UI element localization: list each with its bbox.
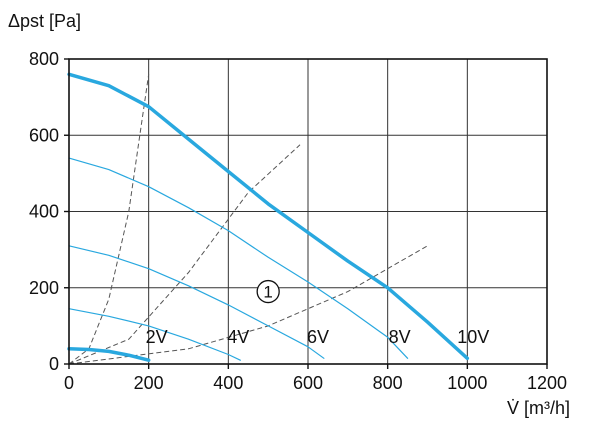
- x-axis-title: V̇ [m³/h]: [507, 398, 570, 418]
- fan-curve-10V: [67, 72, 470, 361]
- ticks: 0 200 400 600 800 1000 1200 0 200 400 600 800: [29, 49, 567, 393]
- system-curve-1: [68, 74, 150, 365]
- curve-label-6V: 6V: [307, 327, 329, 347]
- x-tick-label-200: 200: [134, 373, 164, 393]
- curve-marker: 1: [256, 279, 280, 304]
- x-tick-label-800: 800: [373, 373, 403, 393]
- curves: [67, 72, 470, 365]
- y-tick-label-200: 200: [29, 278, 59, 298]
- fan-curve-4V: [68, 308, 241, 361]
- y-tick-label-800: 800: [29, 49, 59, 69]
- y-tick-label-400: 400: [29, 202, 59, 222]
- y-tick-label-0: 0: [49, 354, 59, 374]
- x-tick-label-1200: 1200: [527, 373, 567, 393]
- curve-label-2V: 2V: [146, 327, 168, 347]
- x-tick-label-600: 600: [293, 373, 323, 393]
- x-tick-label-0: 0: [64, 373, 74, 393]
- x-tick-label-400: 400: [213, 373, 243, 393]
- curve-label-4V: 4V: [227, 327, 249, 347]
- curve-label-10V: 10V: [457, 327, 489, 347]
- curve-label-8V: 8V: [389, 327, 411, 347]
- x-tick-label-1000: 1000: [447, 373, 487, 393]
- y-axis-title: Δpst [Pa]: [8, 11, 81, 31]
- marker-number: 1: [263, 283, 272, 302]
- curve-labels: 2V 4V 6V 8V 10V: [146, 327, 490, 347]
- system-curve-2: [68, 144, 301, 365]
- fan-curve-6V: [68, 245, 325, 359]
- fan-curve-8V: [68, 157, 409, 359]
- grid: [69, 59, 547, 364]
- fan-curve-2V: [67, 347, 151, 362]
- marker-circle: [256, 279, 280, 304]
- y-tick-label-600: 600: [29, 125, 59, 145]
